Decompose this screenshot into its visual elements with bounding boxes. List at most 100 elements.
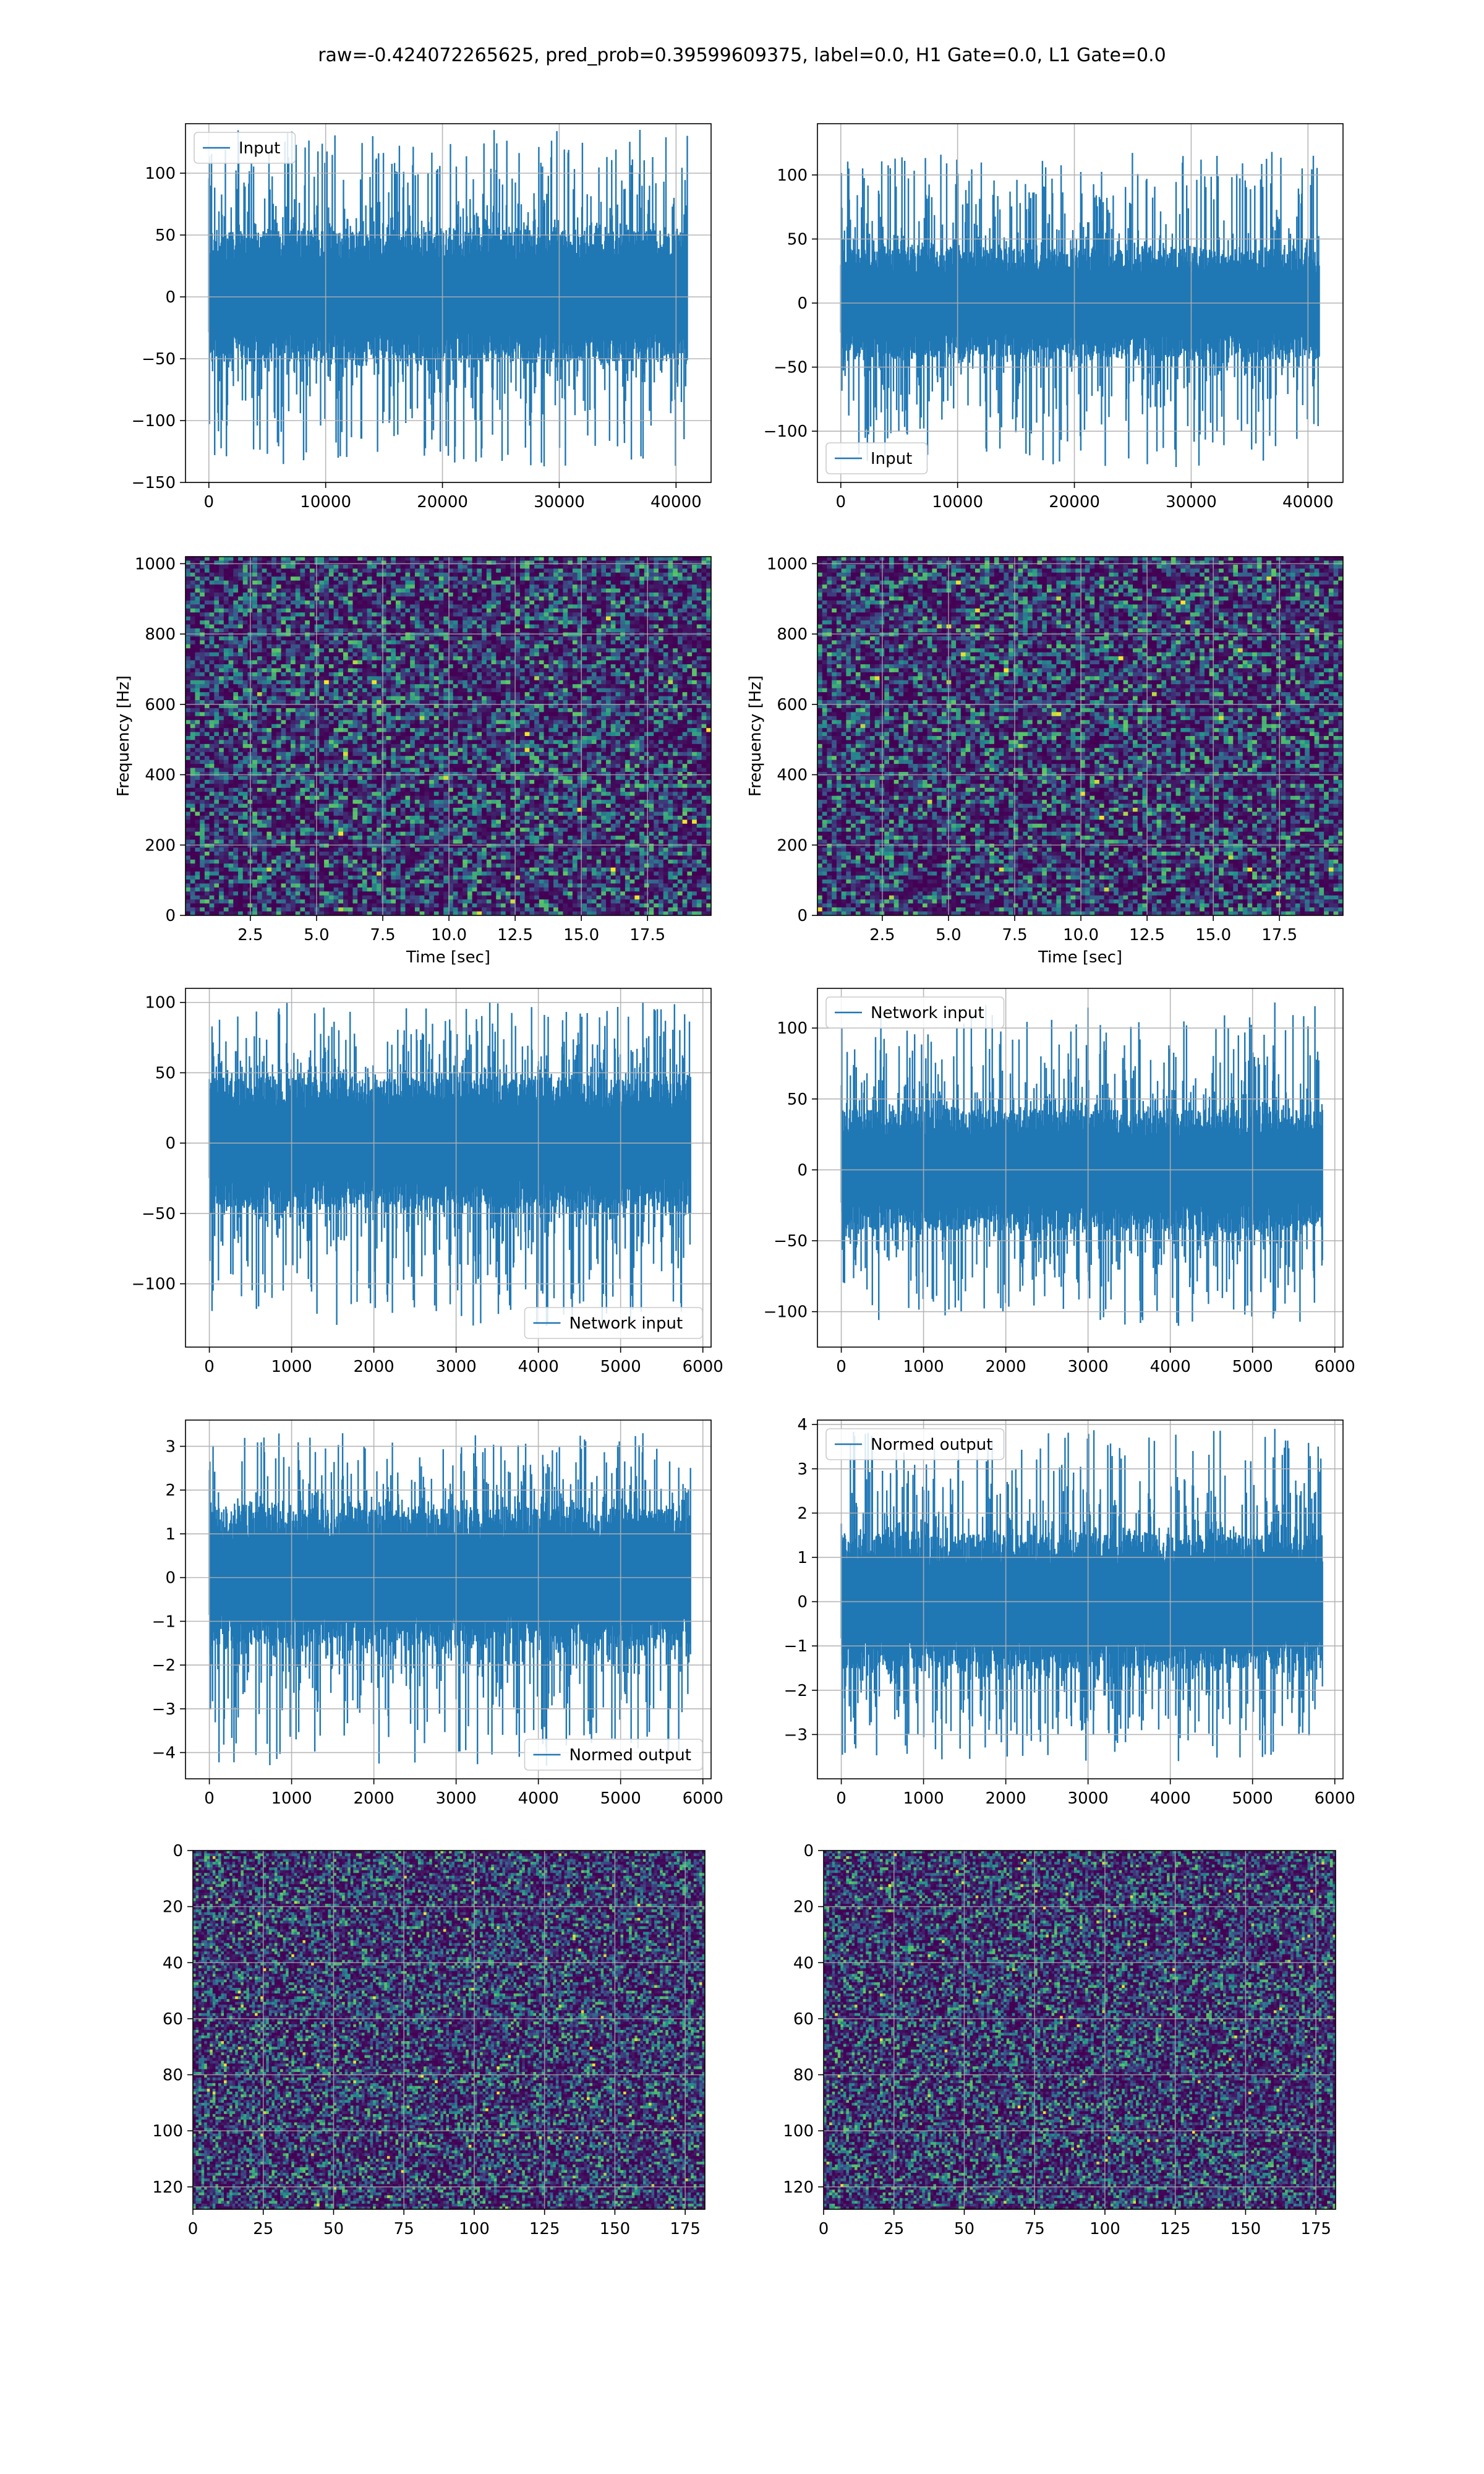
heatmap-cell — [515, 653, 520, 657]
heatmap-cell — [443, 609, 448, 613]
heatmap-cell — [338, 620, 343, 625]
heatmap-cell — [424, 656, 429, 661]
heatmap-cell — [233, 565, 238, 569]
heatmap-cell — [663, 680, 668, 685]
heatmap-cell — [382, 628, 386, 633]
heatmap-cell — [362, 625, 367, 629]
heatmap-cell — [386, 628, 391, 633]
heatmap-cell — [238, 628, 243, 633]
heatmap-cell — [702, 604, 707, 609]
heatmap-cell — [329, 601, 334, 605]
heatmap-cell — [683, 700, 688, 704]
heatmap-cell — [367, 636, 372, 641]
heatmap-cell — [405, 617, 410, 621]
heatmap-cell — [291, 584, 296, 589]
heatmap-cell — [324, 696, 329, 701]
heatmap-cell — [487, 656, 492, 661]
heatmap-cell — [276, 640, 281, 644]
heatmap-cell — [463, 576, 467, 581]
heatmap-cell — [587, 609, 592, 613]
heatmap-cell — [424, 688, 429, 693]
heatmap-cell — [386, 656, 391, 661]
heatmap-cell — [697, 644, 702, 649]
heatmap-cell — [630, 656, 635, 661]
heatmap-cell — [372, 708, 377, 713]
heatmap-cell — [205, 612, 210, 617]
heatmap-cell — [233, 573, 238, 577]
heatmap-cell — [238, 708, 243, 713]
heatmap-cell — [687, 625, 692, 629]
heatmap-cell — [190, 568, 195, 573]
heatmap-cell — [410, 708, 415, 713]
heatmap-cell — [501, 557, 506, 561]
heatmap-cell — [458, 568, 463, 573]
heatmap-cell — [477, 716, 482, 721]
heatmap-cell — [257, 617, 262, 621]
heatmap-cell — [190, 612, 195, 617]
heatmap-cell — [654, 612, 659, 617]
heatmap-cell — [453, 636, 458, 641]
heatmap-cell — [587, 640, 592, 644]
heatmap-cell — [634, 676, 639, 680]
heatmap-cell — [625, 696, 630, 701]
heatmap-cell — [190, 712, 195, 716]
heatmap-cell — [382, 700, 386, 704]
heatmap-cell — [357, 581, 362, 585]
heatmap-cell — [315, 712, 320, 716]
heatmap-cell — [573, 568, 578, 573]
heatmap-cell — [515, 724, 520, 729]
heatmap-cell — [382, 557, 386, 561]
heatmap-cell — [611, 661, 616, 665]
heatmap-cell — [587, 688, 592, 693]
heatmap-cell — [525, 584, 530, 589]
heatmap-cell — [291, 568, 296, 573]
heatmap-cell — [401, 573, 406, 577]
heatmap-cell — [305, 620, 310, 625]
heatmap-cell — [515, 728, 520, 732]
heatmap-cell — [697, 596, 702, 601]
heatmap-cell — [186, 601, 190, 605]
heatmap-cell — [410, 568, 415, 573]
x-tick-label: 30000 — [1166, 493, 1217, 511]
heatmap-cell — [558, 712, 563, 716]
heatmap-cell — [453, 568, 458, 573]
heatmap-cell — [467, 724, 472, 729]
heatmap-cell — [329, 668, 334, 672]
heatmap-cell — [434, 636, 439, 641]
heatmap-cell — [443, 688, 448, 693]
heatmap-cell — [548, 620, 553, 625]
heatmap-cell — [315, 692, 320, 696]
heatmap-cell — [620, 676, 625, 680]
heatmap-cell — [367, 676, 372, 680]
heatmap-cell — [210, 661, 215, 665]
heatmap-cell — [458, 696, 463, 701]
heatmap-cell — [276, 653, 281, 657]
heatmap-cell — [362, 653, 367, 657]
heatmap-cell — [683, 625, 688, 629]
heatmap-cell — [210, 684, 215, 688]
heatmap-cell — [668, 680, 673, 685]
heatmap-cell — [257, 593, 262, 597]
heatmap-cell — [539, 684, 544, 688]
heatmap-cell — [443, 644, 448, 649]
heatmap-cell — [434, 732, 439, 737]
heatmap-cell — [243, 648, 248, 653]
heatmap-cell — [558, 593, 563, 597]
heatmap-cell — [200, 664, 205, 669]
heatmap-cell — [668, 581, 673, 585]
heatmap-cell — [639, 656, 644, 661]
heatmap-cell — [348, 612, 353, 617]
heatmap-cell — [525, 653, 530, 657]
heatmap-cell — [553, 696, 558, 701]
heatmap-cell — [702, 661, 707, 665]
heatmap-cell — [534, 708, 539, 713]
heatmap-cell — [443, 696, 448, 701]
heatmap-cell — [606, 688, 611, 693]
heatmap-cell — [568, 656, 573, 661]
heatmap-cell — [352, 664, 357, 669]
heatmap-cell — [615, 724, 620, 729]
heatmap-cell — [214, 576, 219, 581]
heatmap-cell — [625, 620, 630, 625]
heatmap-cell — [668, 728, 673, 732]
series-line — [841, 152, 1320, 467]
